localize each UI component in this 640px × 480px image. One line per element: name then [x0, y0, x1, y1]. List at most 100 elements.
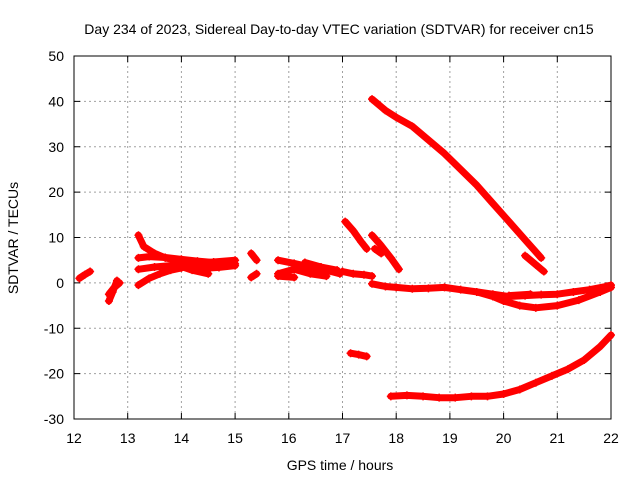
data-point-marker — [75, 274, 84, 283]
data-point-marker — [104, 290, 113, 299]
data-point-marker — [607, 331, 615, 340]
ticks-layer: 12 13 14 15 16 17 18 19 20 21 22 -30 -20 -10 0 10 20 30 40… — [44, 48, 619, 446]
data-point-marker — [359, 270, 368, 279]
data-point-marker — [362, 244, 371, 253]
data-point-marker — [553, 290, 562, 299]
y-tick-label: 0 — [56, 275, 64, 291]
data-point-marker — [451, 393, 460, 402]
data-point-marker — [110, 283, 119, 292]
data-point-marker — [580, 356, 589, 365]
data-point-marker — [104, 297, 113, 306]
data-point-marker — [134, 231, 143, 240]
data-point-marker — [472, 287, 481, 296]
y-tick-label: -30 — [44, 411, 64, 427]
data-point-marker — [370, 244, 379, 253]
series-seg-17 — [368, 231, 403, 273]
data-point-marker — [166, 266, 175, 275]
data-point-marker — [376, 240, 385, 249]
data-point-marker — [161, 253, 170, 262]
x-tick-label: 20 — [496, 430, 512, 446]
data-point-marker — [499, 390, 508, 399]
data-point-marker — [440, 283, 449, 292]
data-point-marker — [531, 303, 540, 312]
data-point-marker — [204, 269, 213, 278]
data-point-marker — [553, 301, 562, 310]
data-point-marker — [408, 122, 417, 131]
series-seg-16 — [341, 218, 371, 253]
data-point-marker — [134, 253, 143, 262]
data-point-marker — [274, 272, 283, 281]
data-point-marker — [531, 260, 540, 269]
data-point-marker — [488, 199, 497, 208]
series-seg-23 — [368, 95, 545, 262]
data-point-marker — [596, 287, 605, 296]
data-point-marker — [247, 273, 256, 282]
data-point-marker — [456, 165, 465, 174]
data-point-marker — [274, 256, 283, 265]
data-point-marker — [150, 262, 159, 271]
data-point-marker — [394, 265, 403, 274]
series-seg-15 — [339, 268, 376, 280]
data-point-marker — [341, 217, 350, 226]
x-tick-label: 13 — [120, 430, 136, 446]
data-point-marker — [368, 95, 377, 104]
data-point-marker — [306, 269, 315, 278]
data-point-marker — [368, 231, 377, 240]
data-point-marker — [531, 378, 540, 387]
data-point-marker — [346, 349, 355, 358]
data-point-marker — [338, 267, 347, 276]
data-point-marker — [115, 278, 124, 287]
data-point-marker — [354, 350, 363, 359]
series-seg-12 — [274, 265, 330, 280]
data-point-marker — [317, 262, 326, 271]
data-point-marker — [456, 285, 465, 294]
data-point-marker — [607, 283, 615, 292]
y-tick-label: 40 — [48, 93, 64, 109]
data-point-marker — [86, 267, 95, 276]
x-tick-label: 14 — [174, 430, 190, 446]
series-seg-25 — [387, 331, 615, 402]
data-point-marker — [139, 242, 148, 251]
data-point-marker — [537, 290, 546, 299]
chart-title: Day 234 of 2023, Sidereal Day-to-day VTE… — [84, 21, 594, 37]
y-tick-label: 30 — [48, 139, 64, 155]
data-point-marker — [488, 292, 497, 301]
data-point-marker — [402, 391, 411, 400]
data-point-marker — [521, 235, 530, 244]
data-point-marker — [134, 265, 143, 274]
x-axis-label: GPS time / hours — [287, 457, 394, 473]
x-tick-label: 12 — [66, 430, 82, 446]
data-point-marker — [504, 291, 513, 300]
data-point-marker — [349, 226, 358, 235]
x-tick-label: 18 — [388, 430, 404, 446]
data-point-marker — [145, 274, 154, 283]
y-axis-label: SDTVAR / TECUs — [5, 182, 21, 294]
data-point-marker — [252, 256, 261, 265]
data-point-marker — [134, 281, 143, 290]
data-point-marker — [499, 297, 508, 306]
data-point-marker — [596, 342, 605, 351]
data-point-marker — [349, 269, 358, 278]
data-point-marker — [231, 261, 240, 270]
data-point-marker — [526, 290, 535, 299]
data-point-marker — [377, 249, 386, 258]
data-point-marker — [564, 365, 573, 374]
data-point-marker — [386, 392, 395, 401]
data-point-marker — [155, 269, 164, 278]
data-point-marker — [521, 251, 530, 260]
series-seg-9 — [247, 249, 261, 264]
data-point-marker — [392, 113, 401, 122]
data-point-marker — [392, 283, 401, 292]
y-tick-label: 10 — [48, 230, 64, 246]
x-tick-label: 21 — [550, 430, 566, 446]
data-point-marker — [368, 279, 377, 288]
data-point-marker — [252, 269, 261, 278]
data-point-marker — [290, 265, 299, 274]
x-tick-label: 16 — [281, 430, 297, 446]
data-point-marker — [435, 393, 444, 402]
data-point-marker — [386, 253, 395, 262]
data-point-marker — [547, 371, 556, 380]
data-point-marker — [515, 385, 524, 394]
x-tick-label: 19 — [442, 430, 458, 446]
